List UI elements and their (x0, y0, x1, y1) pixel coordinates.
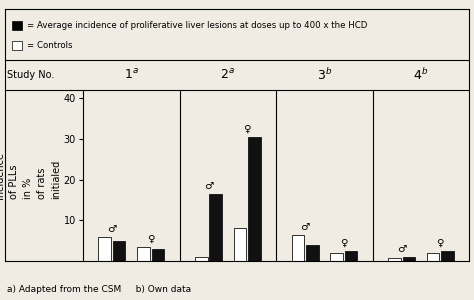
Text: Study No.: Study No. (7, 70, 55, 80)
Text: ♀: ♀ (147, 234, 155, 244)
Bar (441, 251, 454, 261)
Text: 2$^{a}$: 2$^{a}$ (220, 68, 235, 82)
Bar (345, 251, 357, 261)
Text: ♂: ♂ (107, 224, 117, 234)
Bar (195, 257, 208, 261)
Text: 1$^{a}$: 1$^{a}$ (124, 68, 139, 82)
Bar (99, 237, 111, 261)
Bar (152, 249, 164, 261)
Bar (248, 137, 261, 261)
Text: ♀: ♀ (243, 124, 251, 134)
Text: a) Adapted from the CSM     b) Own data: a) Adapted from the CSM b) Own data (7, 285, 191, 294)
Bar (113, 241, 126, 261)
Bar (402, 257, 415, 261)
Bar (388, 258, 401, 261)
Text: ♀: ♀ (340, 238, 347, 248)
Bar (330, 253, 343, 261)
Bar (427, 253, 439, 261)
Bar (210, 194, 222, 261)
Bar (137, 247, 150, 261)
Text: 4$^{b}$: 4$^{b}$ (413, 67, 428, 83)
Text: = Average incidence of proliferative liver lesions at doses up to 400 x the HCD: = Average incidence of proliferative liv… (27, 21, 367, 30)
Text: ♂: ♂ (301, 222, 310, 232)
Text: 3$^{b}$: 3$^{b}$ (317, 67, 332, 83)
Text: ♂: ♂ (397, 244, 406, 254)
Text: ♂: ♂ (204, 181, 213, 191)
Text: = Controls: = Controls (27, 41, 73, 50)
Y-axis label: Incidence
of PLLs
in %
of rats
initialed: Incidence of PLLs in % of rats initialed (0, 152, 61, 199)
Bar (306, 245, 319, 261)
Bar (234, 228, 246, 261)
Bar (292, 235, 304, 261)
Text: ♀: ♀ (437, 238, 444, 248)
